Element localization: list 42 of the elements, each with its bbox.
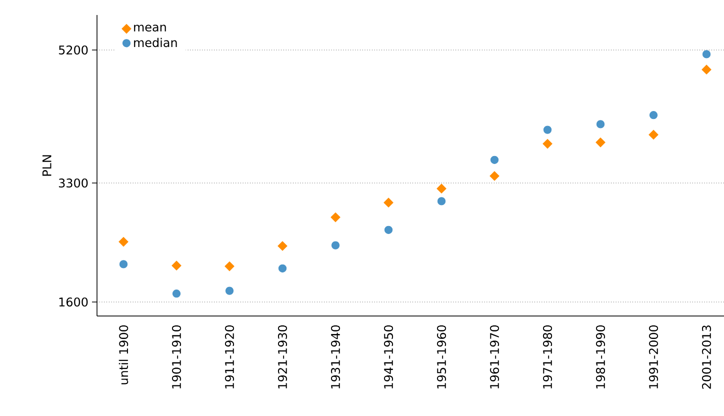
y-tick-label: 5200 [58, 45, 88, 55]
x-tick-label: 1901-1910 [172, 325, 182, 388]
point [172, 260, 182, 270]
point [278, 241, 288, 251]
x-tick-label: 1931-1940 [330, 325, 340, 388]
point [225, 286, 234, 295]
point [490, 156, 499, 164]
point [702, 64, 712, 74]
point [384, 226, 393, 234]
x-tick-label: 2001-2013 [702, 326, 712, 389]
point [119, 260, 128, 268]
point [490, 171, 500, 181]
y-tick-label: 1600 [59, 297, 88, 307]
x-tick-label: 1961-1970 [490, 325, 500, 388]
legend-label: mean [134, 24, 166, 32]
point [384, 198, 394, 208]
legend-label: median [134, 38, 177, 48]
point [543, 126, 552, 134]
point [278, 264, 287, 272]
point [542, 138, 552, 149]
point [437, 197, 446, 206]
x-tick-label: 1951-1960 [436, 325, 446, 388]
x-tick-label: 1941-1950 [384, 325, 394, 388]
point [596, 138, 606, 148]
x-tick-label: 1981-1990 [596, 325, 606, 388]
x-tick-label: 1991-2000 [648, 325, 658, 388]
point [648, 130, 658, 140]
point [330, 212, 340, 222]
x-tick-label: 1911-1920 [224, 325, 234, 388]
point [702, 50, 711, 58]
x-tick-label: 1971-1980 [542, 325, 552, 388]
point [649, 111, 658, 120]
x-tick-label: 1921-1930 [278, 325, 288, 388]
point [118, 236, 128, 247]
point [224, 261, 234, 272]
point [596, 120, 605, 128]
y-axis-title: PLN [42, 155, 52, 176]
x-tick-label: until 1900 [118, 325, 128, 384]
y-tick-label: 3300 [58, 178, 88, 188]
point [436, 184, 446, 194]
point [331, 241, 340, 250]
point [172, 290, 181, 298]
